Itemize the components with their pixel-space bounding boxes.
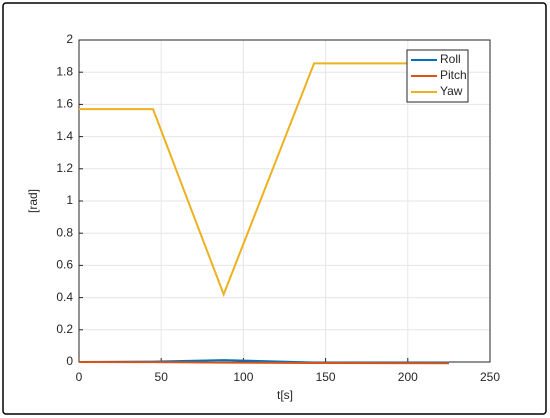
y-tick-label: 0.8 — [56, 225, 73, 239]
y-tick-label: 0.2 — [56, 322, 73, 336]
y-tick-label: 1 — [66, 193, 73, 207]
x-tick-label: 0 — [76, 370, 83, 384]
series-line — [79, 62, 449, 298]
series-line — [78, 361, 449, 365]
y-tick-label: 1.2 — [56, 161, 73, 175]
x-axis-label: t[s] — [277, 388, 293, 402]
y-tick-label: 0 — [66, 354, 73, 368]
x-tick-label: 50 — [155, 370, 169, 384]
y-tick-label: 1.6 — [56, 97, 73, 111]
legend: Roll Pitch Yaw — [406, 49, 469, 103]
legend-label: Yaw — [440, 84, 463, 98]
y-tick-label: 2 — [66, 32, 73, 46]
x-tick-label: 100 — [233, 370, 253, 384]
x-tick-label: 250 — [480, 370, 500, 384]
y-tick-label: 1.8 — [56, 64, 73, 78]
legend-label: Roll — [440, 52, 461, 66]
y-tick-label: 0.4 — [56, 290, 73, 304]
x-tick-label: 150 — [316, 370, 336, 384]
x-tick-label: 200 — [398, 370, 418, 384]
y-tick-label: 0.6 — [56, 258, 73, 272]
legend-label: Pitch — [440, 68, 467, 82]
y-axis-label: [rad] — [26, 189, 40, 213]
y-tick-label: 1.4 — [56, 129, 73, 143]
